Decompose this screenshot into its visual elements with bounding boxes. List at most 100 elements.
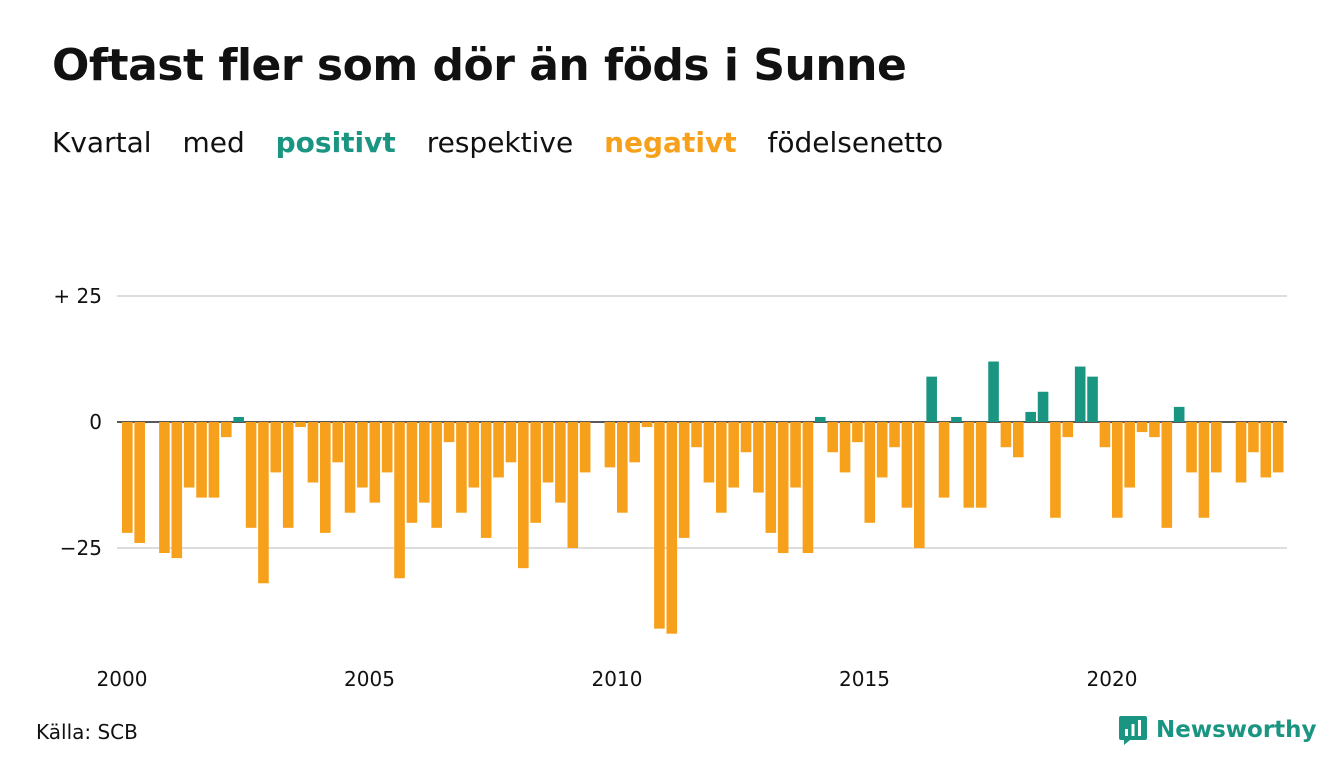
- bar: [1037, 391, 1049, 422]
- bar: [505, 422, 517, 463]
- bar: [864, 422, 876, 523]
- bar: [1050, 422, 1061, 518]
- bar: [394, 422, 405, 579]
- bar: [208, 422, 220, 498]
- legend-negative-label: negativt: [604, 126, 737, 159]
- bar: [419, 422, 430, 503]
- bar: [183, 422, 195, 488]
- source-note: Källa: SCB: [36, 720, 138, 744]
- x-tick-label: 2015: [839, 667, 890, 691]
- y-axis: + 25 0 −25: [53, 284, 102, 560]
- x-tick-label: 2005: [344, 667, 395, 691]
- bars: [122, 361, 1284, 634]
- bar: [1248, 422, 1259, 453]
- bar: [963, 422, 975, 508]
- brand-logo: Newsworthy: [1118, 714, 1317, 746]
- bar: [666, 422, 678, 634]
- bar: [654, 422, 665, 629]
- bar: [1260, 422, 1272, 478]
- bar: [171, 422, 183, 559]
- bar: [852, 422, 863, 443]
- subtitle-word: Kvartal: [52, 126, 152, 159]
- bar: [1062, 422, 1074, 438]
- bar: [951, 416, 962, 422]
- bar: [542, 422, 554, 483]
- bar: [431, 422, 442, 528]
- bar: [901, 422, 913, 508]
- subtitle-word: med: [182, 126, 245, 159]
- chart-subtitle: Kvartal med positivt respektive negativt…: [52, 126, 965, 159]
- x-tick-label: 2020: [1087, 667, 1138, 691]
- bar: [889, 422, 900, 448]
- x-axis: 2000 2005 2010 2015 2020: [97, 667, 1138, 691]
- bar: [357, 422, 368, 488]
- bar: [406, 422, 418, 523]
- bar: [332, 422, 343, 463]
- bar: [691, 422, 702, 448]
- bar: [678, 422, 690, 538]
- bar: [641, 422, 653, 428]
- bar: [926, 376, 937, 422]
- bar: [233, 416, 244, 422]
- bar: [827, 422, 838, 453]
- brand-name: Newsworthy: [1156, 717, 1317, 743]
- bar: [938, 422, 950, 498]
- bar: [122, 422, 133, 533]
- bar: [493, 422, 504, 478]
- bar: [1013, 422, 1024, 458]
- bar: [815, 416, 826, 422]
- bar: [369, 422, 381, 503]
- bar: [258, 422, 269, 584]
- subtitle-word: respektive: [426, 126, 574, 159]
- bar: [567, 422, 579, 548]
- bar: [1112, 422, 1123, 518]
- bar: [1235, 422, 1247, 483]
- y-tick-label: −25: [60, 536, 102, 560]
- bar: [468, 422, 480, 488]
- bar: [617, 422, 628, 513]
- bar: [876, 422, 888, 478]
- bar: [282, 422, 294, 528]
- bar: [839, 422, 851, 473]
- bar: [988, 361, 999, 422]
- bar: [914, 422, 925, 548]
- bar: [307, 422, 319, 483]
- bar: [1025, 411, 1036, 422]
- bar: [530, 422, 541, 523]
- bar: [480, 422, 492, 538]
- bar: [975, 422, 987, 508]
- bar: [555, 422, 566, 503]
- bar: [1074, 366, 1086, 422]
- bar: [716, 422, 727, 513]
- bar: [1186, 422, 1197, 473]
- subtitle-word: födelsenetto: [767, 126, 944, 159]
- bar: [629, 422, 640, 463]
- x-tick-label: 2010: [592, 667, 643, 691]
- bar: [1198, 422, 1210, 518]
- bar: [1149, 422, 1160, 438]
- bar: [765, 422, 777, 533]
- bar-chart: + 25 0 −25 2000 2005 2010 2015 2020: [53, 284, 1287, 691]
- y-tick-label: + 25: [53, 284, 102, 308]
- bar: [1161, 422, 1173, 528]
- legend-positive-label: positivt: [275, 126, 396, 159]
- bar: [579, 422, 591, 473]
- bar: [1087, 376, 1098, 422]
- bar: [1211, 422, 1222, 473]
- bar: [753, 422, 764, 493]
- bar: [320, 422, 331, 533]
- bar: [703, 422, 715, 483]
- bar: [456, 422, 467, 513]
- bar: [1173, 406, 1185, 422]
- bar: [728, 422, 739, 488]
- bar: [134, 422, 145, 543]
- y-tick-label: 0: [89, 410, 102, 434]
- bar: [1000, 422, 1012, 448]
- bar: [196, 422, 207, 498]
- bar: [381, 422, 393, 473]
- bar: [1136, 422, 1148, 433]
- bar-chart-speech-icon: [1119, 716, 1147, 745]
- bar: [443, 422, 455, 443]
- bar: [1099, 422, 1111, 448]
- bar: [344, 422, 356, 513]
